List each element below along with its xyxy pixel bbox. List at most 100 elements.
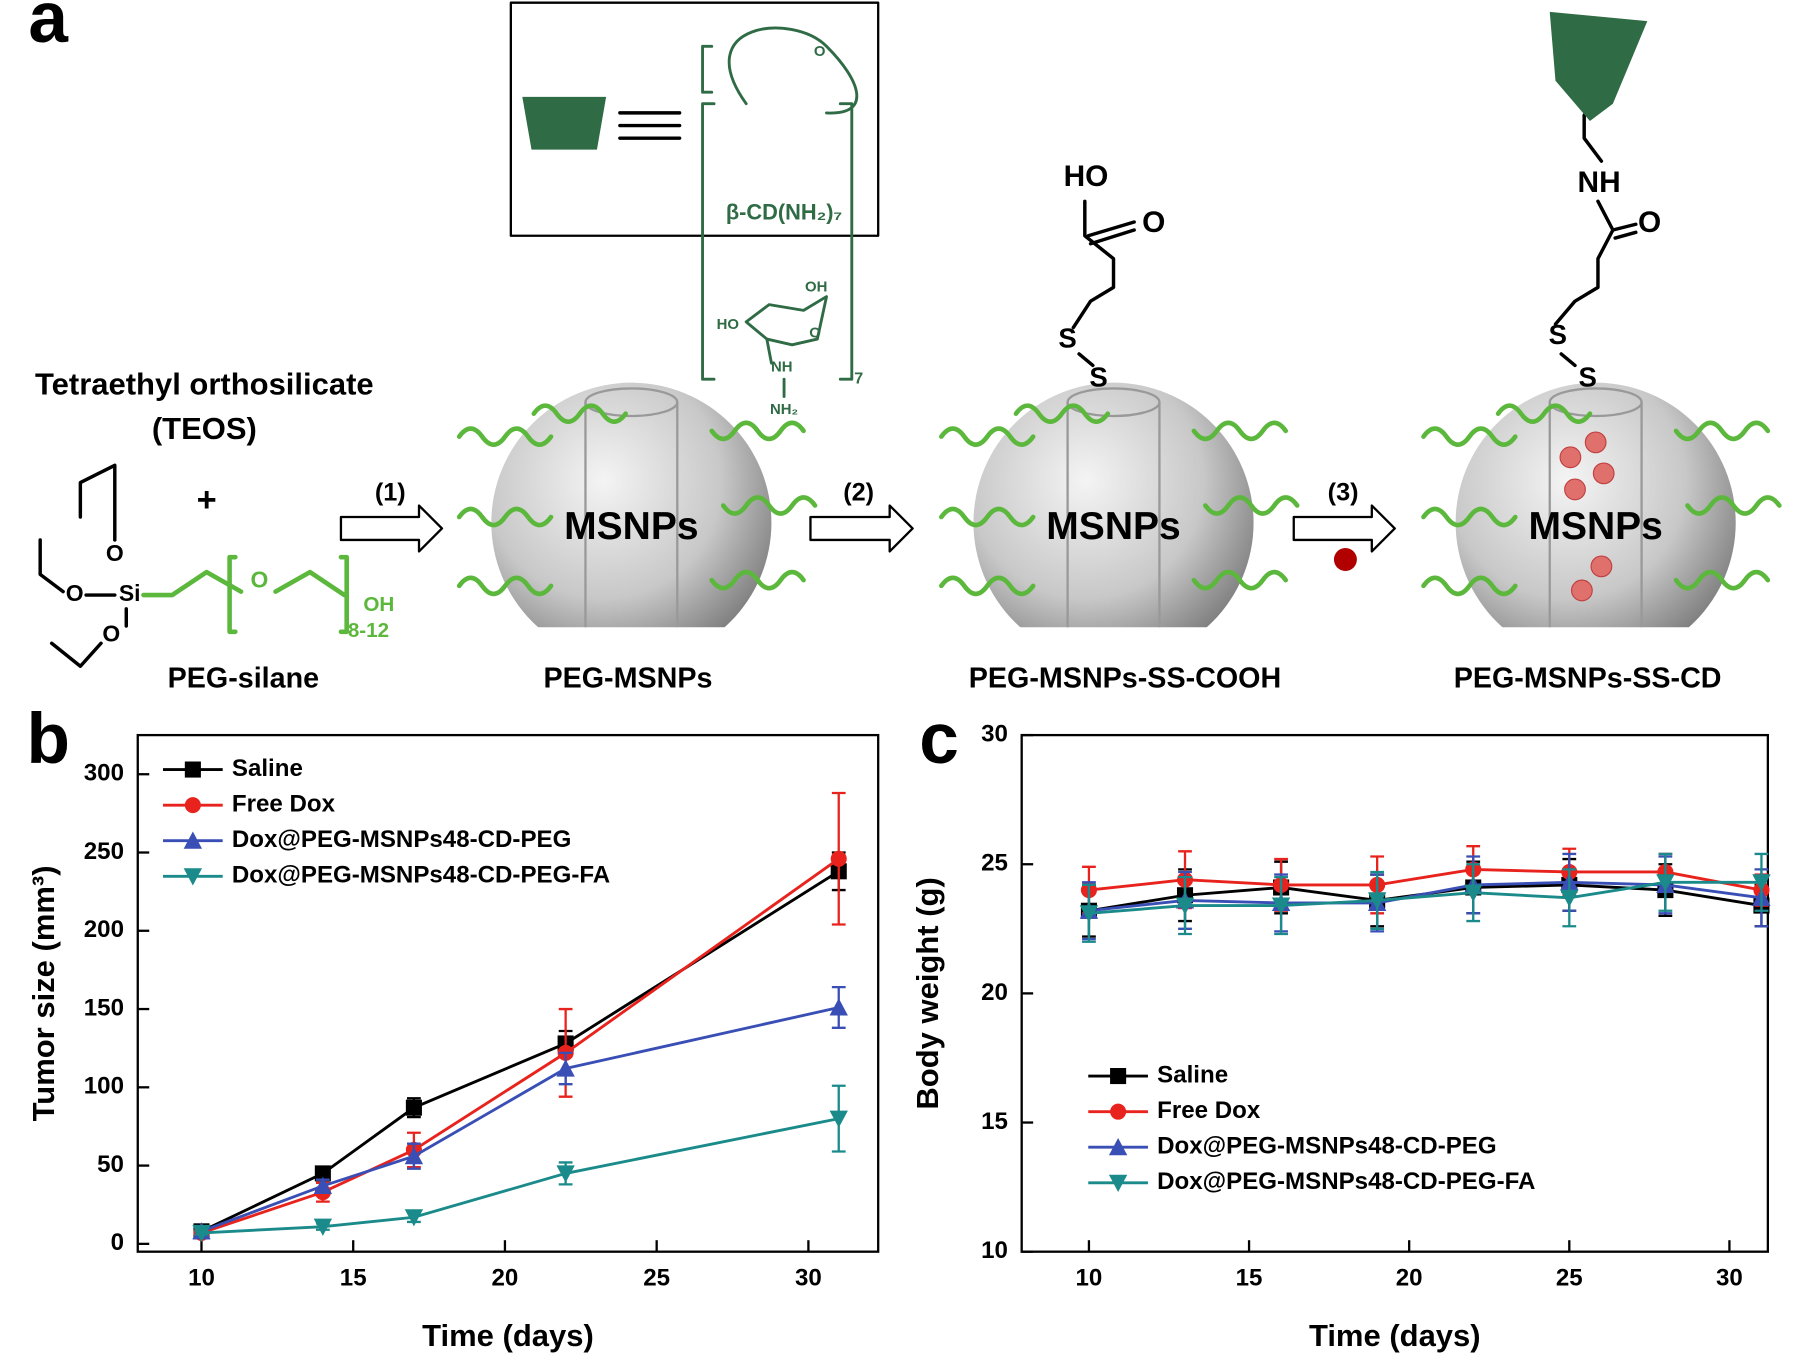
atom-label: O <box>814 43 826 60</box>
cooh-chain <box>1071 90 1638 430</box>
y-tick-label: 20 <box>981 979 1008 1006</box>
y-tick-label: 100 <box>84 1073 124 1100</box>
peg-strand <box>1191 569 1289 591</box>
x-tick-label: 10 <box>1076 1265 1103 1292</box>
peg-strand <box>939 575 1036 597</box>
atom-label: O <box>66 580 84 606</box>
reagent-name: Tetraethyl orthosilicate <box>35 366 374 401</box>
marker <box>1175 897 1195 915</box>
y-tick-label: 30 <box>981 720 1008 747</box>
legend-label: Saline <box>1157 1061 1228 1088</box>
peg-strand <box>1421 426 1518 447</box>
series-line <box>1088 880 1762 915</box>
peg-strand <box>1421 506 1518 528</box>
peg-strand <box>939 426 1036 447</box>
marker <box>1752 874 1771 892</box>
product-label: PEG-MSNPs <box>543 663 712 695</box>
marker <box>404 1209 424 1227</box>
x-tick-label: 30 <box>1716 1265 1743 1292</box>
pore-top <box>1066 387 1161 418</box>
silica-sphere <box>491 382 772 628</box>
peg-strand <box>1673 420 1771 442</box>
marker <box>1367 892 1387 910</box>
drug-molecule <box>1590 555 1613 578</box>
peg-strand <box>456 506 554 528</box>
reagent-name: (TEOS) <box>152 411 257 446</box>
plot-frame <box>136 733 880 1253</box>
legend-label: Free Dox <box>1157 1097 1261 1124</box>
x-tick-label: 25 <box>643 1265 670 1292</box>
marker <box>1079 905 1099 923</box>
y-tick-label: 150 <box>84 994 124 1021</box>
plus-sign: + <box>197 481 217 519</box>
y-tick-label: 50 <box>97 1151 124 1178</box>
core-label: MSNPs <box>1528 505 1662 548</box>
series-line <box>201 857 840 1235</box>
marker <box>183 831 203 849</box>
marker <box>830 850 847 867</box>
atom-label: 7 <box>854 369 863 387</box>
equivalence-sign <box>618 111 682 140</box>
marker <box>404 1147 424 1165</box>
x-tick-label: 15 <box>340 1265 367 1292</box>
peg-strand <box>709 420 806 442</box>
legend-label: Dox@PEG-MSNPs48-CD-PEG <box>1157 1133 1496 1160</box>
atom-label: O <box>1638 206 1661 239</box>
pore-channel <box>584 401 679 628</box>
peg-strand <box>1013 403 1111 424</box>
peg-strand <box>709 569 806 591</box>
x-axis-label: Time (days) <box>1309 1318 1481 1353</box>
atom-label: S <box>1058 322 1076 353</box>
cd-icon <box>522 96 607 150</box>
x-axis-label: Time (days) <box>422 1318 594 1353</box>
peg-strand <box>1673 569 1771 591</box>
peg-strand <box>1421 575 1518 597</box>
peg-strand <box>1203 495 1300 516</box>
step-label: (3) <box>1328 479 1359 507</box>
atom-label: S <box>1549 319 1567 350</box>
peg-strand <box>1191 420 1289 442</box>
atom-label: O <box>106 540 124 566</box>
y-tick-label: 0 <box>111 1229 124 1256</box>
y-tick-label: 25 <box>981 850 1008 877</box>
legend-label: Dox@PEG-MSNPs48-CD-PEG-FA <box>232 862 610 889</box>
y-tick-label: 10 <box>981 1237 1008 1264</box>
nanoparticle <box>1455 382 1736 628</box>
marker <box>1110 1068 1127 1085</box>
cd-icon <box>1549 11 1648 121</box>
series-line <box>200 1006 840 1233</box>
peg-strand <box>939 506 1036 528</box>
product-label: PEG-MSNPs-SS-COOH <box>969 663 1281 695</box>
atom-label: Si <box>119 580 141 606</box>
legend-label: Dox@PEG-MSNPs48-CD-PEG <box>232 826 571 853</box>
marker <box>1560 889 1579 908</box>
y-tick-label: 15 <box>981 1108 1008 1135</box>
marker <box>556 1059 575 1077</box>
legend-label: Free Dox <box>232 790 336 817</box>
atom-label: O <box>1142 206 1165 239</box>
peg-strand <box>456 575 554 597</box>
atom-label: HO <box>1064 160 1109 193</box>
x-tick-label: 30 <box>795 1265 822 1292</box>
pore-top <box>1548 387 1643 418</box>
drug-molecule <box>1584 431 1607 454</box>
peg-strand <box>1685 495 1782 516</box>
atom-label: S <box>1578 362 1596 393</box>
silica-sphere <box>1455 382 1736 628</box>
x-tick-label: 25 <box>1556 1265 1583 1292</box>
marker <box>829 998 848 1016</box>
x-tick-label: 15 <box>1236 1265 1263 1292</box>
marker <box>1108 1138 1128 1156</box>
marker <box>829 1110 848 1128</box>
silane-bonds <box>38 463 128 668</box>
drug-molecule <box>1559 446 1582 469</box>
marker <box>1108 1174 1128 1192</box>
peg-strand <box>456 426 554 447</box>
drug-molecule <box>1592 462 1615 485</box>
marker <box>313 1218 333 1236</box>
scheme: MSNPs MSNPs MSNPs a b c β-CD(NH₂)₇ Tetraethyl … <box>26 0 1782 779</box>
y-axis-label: Tumor size (mm³) <box>26 865 61 1121</box>
y-axis-label: Body weight (g) <box>910 877 945 1109</box>
atom-label: OH <box>363 593 394 616</box>
